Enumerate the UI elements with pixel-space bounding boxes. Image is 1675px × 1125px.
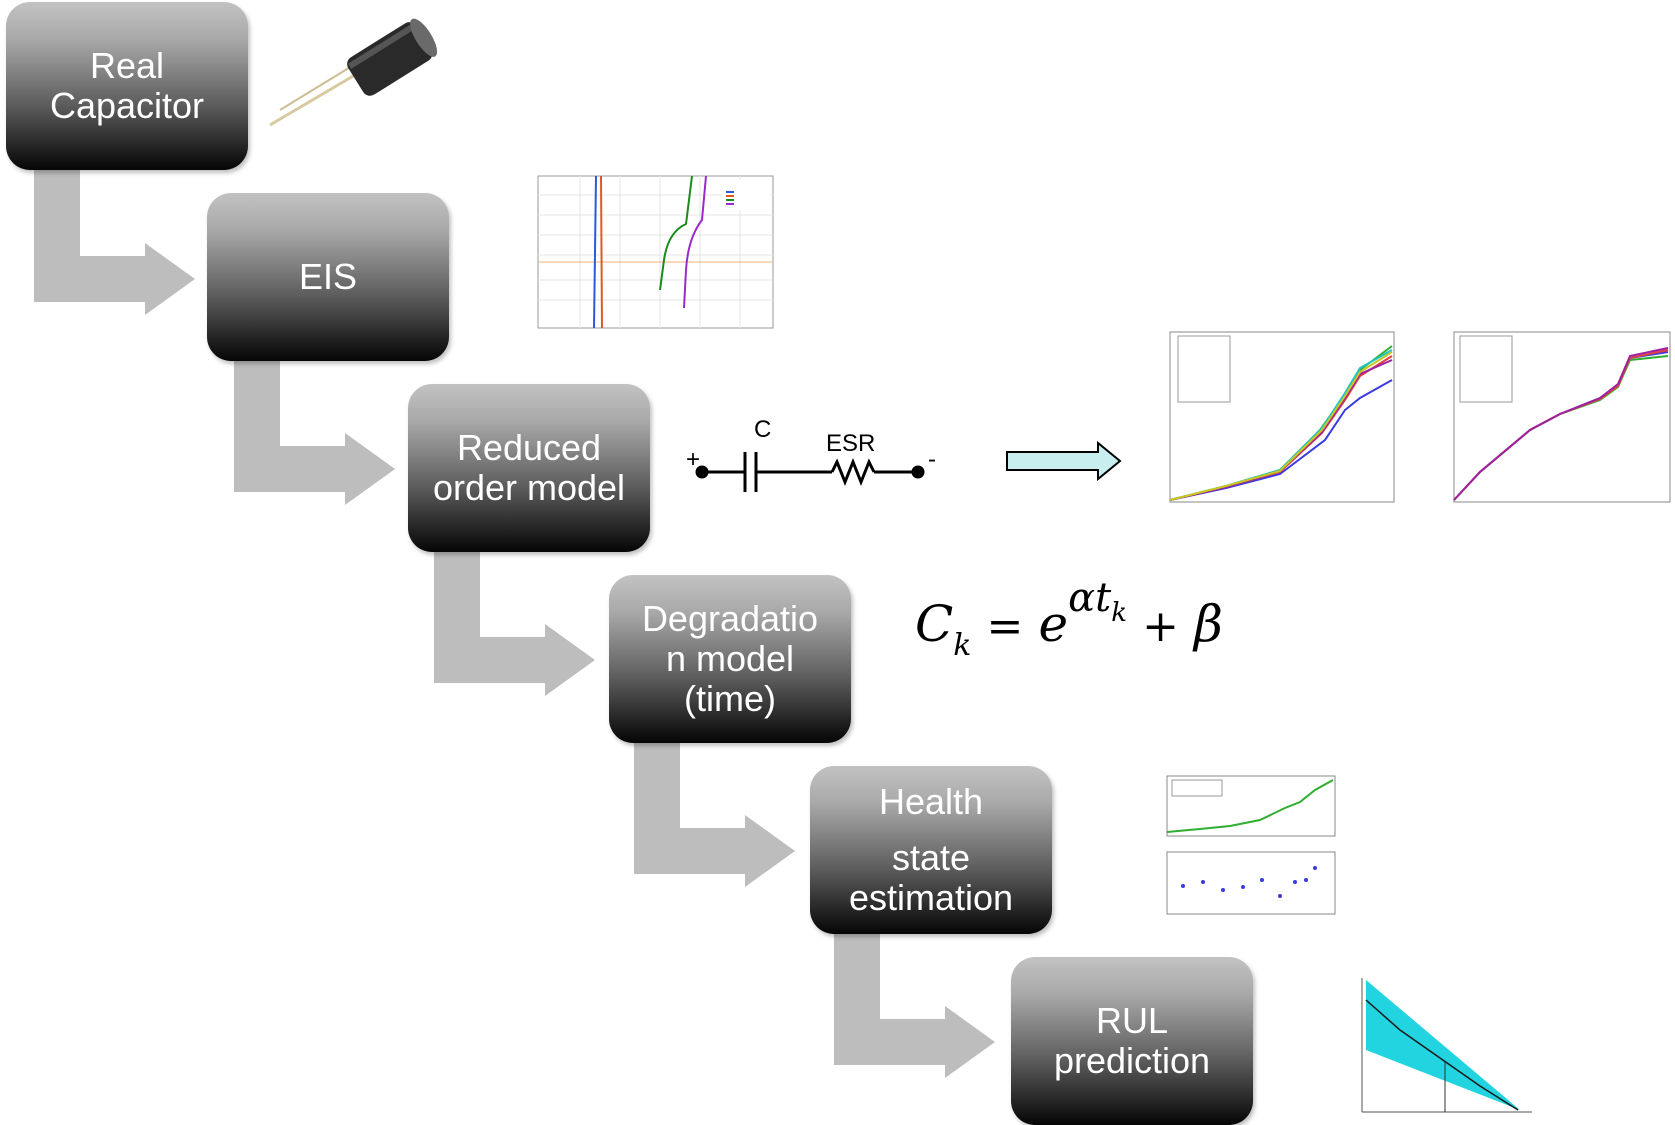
arrow-1 bbox=[34, 168, 195, 315]
health-chart-bottom bbox=[1166, 851, 1336, 915]
esr-inc-chart bbox=[1453, 331, 1671, 503]
arrow-3 bbox=[434, 549, 595, 696]
circuit-esr-label: ESR bbox=[826, 430, 876, 457]
stage-text: n model bbox=[665, 637, 795, 679]
stage-eis: EIS bbox=[207, 193, 449, 361]
degradation-formula: Ck = eαtk + β bbox=[915, 575, 1223, 663]
stage-text: state bbox=[891, 836, 971, 878]
circuit-plus-label: + bbox=[686, 446, 701, 473]
circuit-minus-label: - bbox=[928, 446, 936, 473]
formula-plus: + bbox=[1142, 601, 1179, 652]
cap-loss-chart bbox=[1169, 331, 1395, 503]
stage-text: RUL bbox=[1095, 999, 1169, 1041]
eis-chart bbox=[537, 175, 774, 329]
rul-chart bbox=[1361, 978, 1532, 1113]
health-chart-top bbox=[1166, 775, 1336, 837]
formula-exp-sub: k bbox=[1111, 598, 1127, 628]
hollow-arrow bbox=[1006, 440, 1122, 482]
stage-text: Reduced bbox=[456, 426, 602, 468]
stage-text: (time) bbox=[684, 678, 776, 720]
stage-text: EIS bbox=[298, 255, 358, 297]
arrow-4 bbox=[634, 740, 795, 887]
arrow-5 bbox=[834, 931, 995, 1078]
stage-text: Real bbox=[89, 44, 165, 86]
stage-health-state-estimation: Health state estimation bbox=[810, 766, 1052, 934]
stage-text: order model bbox=[432, 467, 626, 508]
formula-eq: = bbox=[986, 601, 1024, 652]
stage-reduced-order-model: Reduced order model bbox=[408, 384, 650, 552]
stage-degradation-model: Degradatio n model (time) bbox=[609, 575, 851, 743]
stage-text: prediction bbox=[1053, 1040, 1211, 1081]
formula-beta: β bbox=[1194, 595, 1223, 653]
stage-text: Degradatio bbox=[641, 597, 819, 639]
formula-lhs-sub: k bbox=[953, 628, 972, 663]
formula-exp: αt bbox=[1068, 575, 1112, 621]
formula-base: e bbox=[1038, 595, 1069, 653]
formula-lhs: C bbox=[915, 595, 954, 653]
stage-text: estimation bbox=[848, 877, 1014, 919]
circuit-diagram bbox=[695, 452, 925, 492]
circuit-cap-label: C bbox=[754, 416, 772, 443]
stage-rul-prediction: RUL prediction bbox=[1011, 957, 1253, 1125]
stage-real-capacitor: Real Capacitor bbox=[6, 2, 248, 170]
stage-text: Capacitor bbox=[49, 85, 205, 126]
stage-text: Health bbox=[878, 780, 984, 822]
arrow-2 bbox=[234, 358, 395, 505]
capacitor-photo bbox=[269, 18, 438, 127]
